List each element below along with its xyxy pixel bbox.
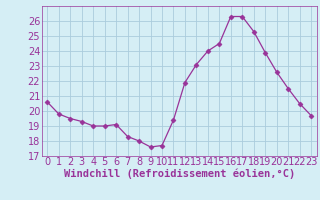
X-axis label: Windchill (Refroidissement éolien,°C): Windchill (Refroidissement éolien,°C): [64, 169, 295, 179]
